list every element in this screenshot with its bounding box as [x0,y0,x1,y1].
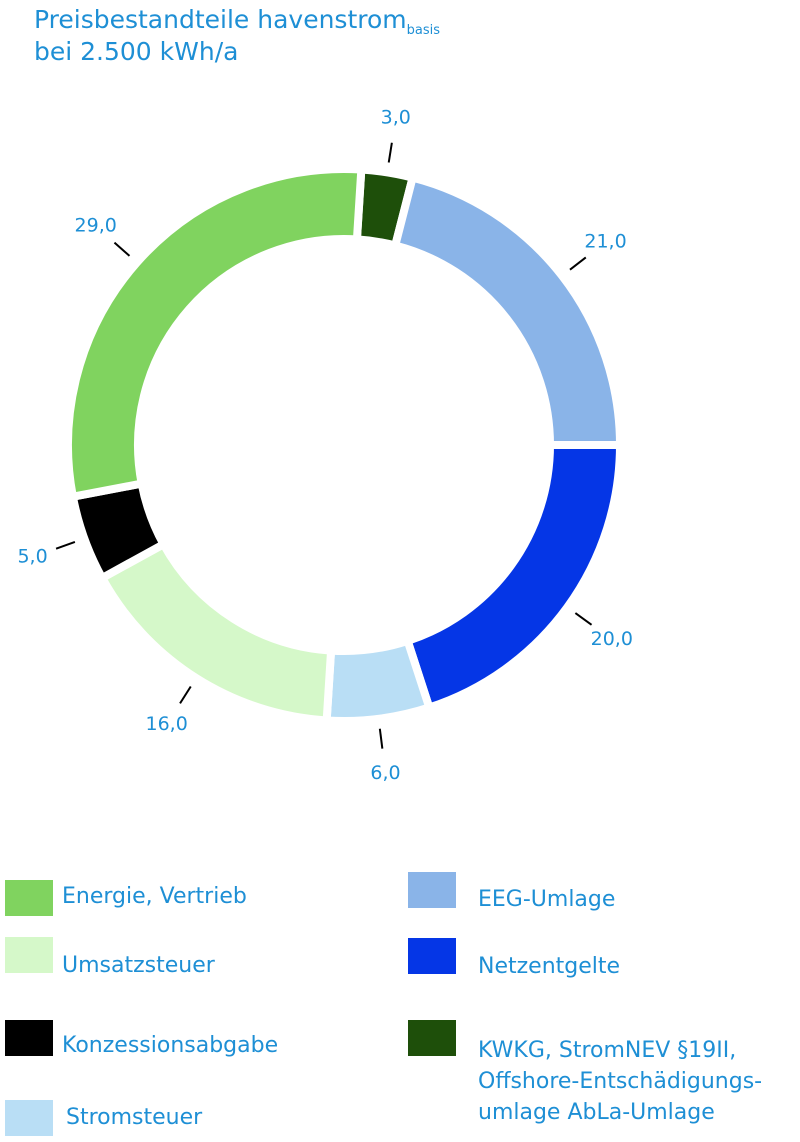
legend-label: Umsatzsteuer [62,953,215,978]
value-label: 16,0 [145,713,187,735]
legend-swatch [408,872,456,908]
legend-swatch [5,1100,53,1136]
legend-swatch [408,1020,456,1056]
legend-swatch [5,937,53,973]
donut-segment [322,635,435,725]
legend-label: Stromsteuer [66,1105,203,1130]
legend-swatch [5,880,53,916]
value-label: 20,0 [591,628,633,650]
value-label: 5,0 [17,546,47,568]
value-label: 29,0 [75,215,117,237]
donut-segment [96,538,336,725]
value-label: 6,0 [370,762,400,784]
leader-line [113,241,131,257]
legend-label: Energie, Vertrieb [62,884,247,909]
chart-subtitle: bei 2.500 kWh/a [34,37,239,66]
title-subscript: basis [406,23,441,38]
legend-label: KWKG, StromNEV §19II, Offshore-Entschädi… [478,1038,763,1125]
leader-line [55,540,76,550]
legend-swatch [408,938,456,974]
leader-line [179,685,192,704]
donut-segment [390,172,625,449]
legend-label: Konzessionsabgabe [62,1033,279,1058]
legend-label: Netzentgelte [478,954,621,979]
legend-swatch [5,1020,53,1056]
chart: 3,0 21,0 20,0 6,0 16,0 5,0 29,0 [17,107,633,784]
value-label: 3,0 [381,107,411,129]
leader-line [569,256,587,271]
leader-line [574,612,593,626]
title-text: Preisbestandteile havenstrom [34,5,407,34]
donut-segment [64,165,366,502]
legend-label: EEG-Umlage [478,887,616,912]
value-label: 21,0 [584,231,626,253]
donut-segment [402,441,625,713]
leader-line [387,142,393,163]
chart-title: Preisbestandteile havenstrombasis [34,4,440,47]
leader-line [378,728,384,749]
